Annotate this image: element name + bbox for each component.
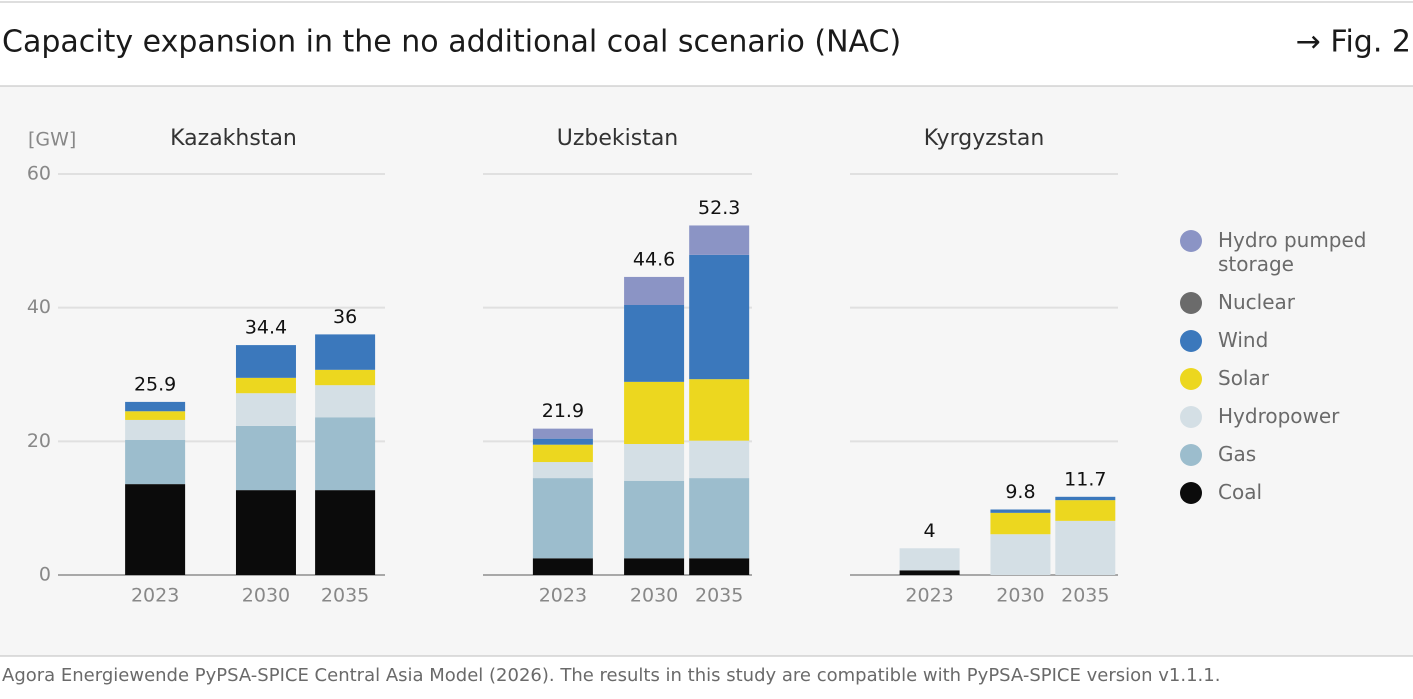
y-tick-label: 60 bbox=[27, 163, 51, 185]
legend-item: Hydropower bbox=[1180, 404, 1400, 428]
bar-segment bbox=[235, 490, 296, 575]
x-tick-label: 2023 bbox=[539, 585, 587, 607]
x-tick-label: 2030 bbox=[996, 585, 1044, 607]
x-tick-label: 2035 bbox=[321, 585, 369, 607]
bar-segment bbox=[125, 439, 186, 485]
total-label: 11.7 bbox=[1064, 468, 1106, 490]
legend-swatch bbox=[1180, 444, 1202, 466]
x-tick-label: 2030 bbox=[630, 585, 678, 607]
bar-segment bbox=[235, 377, 296, 394]
total-label: 21.9 bbox=[542, 400, 584, 422]
figure-label: → Fig. 2 bbox=[1296, 25, 1411, 60]
legend-item: Wind bbox=[1180, 328, 1400, 352]
legend-label: Hydro pumped storage bbox=[1218, 228, 1367, 276]
x-tick-label: 2023 bbox=[905, 585, 953, 607]
bar-segment bbox=[624, 304, 685, 382]
legend-item: Coal bbox=[1180, 480, 1400, 504]
bar-segment bbox=[532, 444, 593, 463]
legend-item: Hydro pumped storage bbox=[1180, 228, 1400, 276]
legend-item: Solar bbox=[1180, 366, 1400, 390]
legend-swatch bbox=[1180, 230, 1202, 252]
y-tick-label: 40 bbox=[27, 296, 51, 318]
legend-swatch bbox=[1180, 292, 1202, 314]
bar-segment bbox=[532, 438, 593, 445]
plots: Kazakhstan [GW] 0 20 40 60 2023 25.9 2030 34.4 203… bbox=[27, 126, 1118, 607]
bar-segment bbox=[1055, 520, 1116, 575]
panel-title: Uzbekistan bbox=[557, 126, 679, 151]
x-tick-label: 2035 bbox=[695, 585, 743, 607]
legend-swatch bbox=[1180, 330, 1202, 352]
bar-segment bbox=[125, 419, 186, 440]
legend-label: Hydropower bbox=[1218, 404, 1340, 428]
bar-segment bbox=[624, 558, 685, 575]
bar-segment bbox=[235, 425, 296, 491]
bar-segment bbox=[689, 225, 750, 255]
y-axis-label: [GW] bbox=[28, 129, 76, 151]
bar-segment bbox=[315, 385, 376, 418]
bar-segment bbox=[624, 381, 685, 445]
source-note: Agora Energiewende PyPSA-SPICE Central A… bbox=[2, 665, 1220, 686]
legend-label: Coal bbox=[1218, 480, 1263, 504]
page-title: Capacity expansion in the no additional … bbox=[2, 25, 901, 60]
legend-swatch bbox=[1180, 406, 1202, 428]
bar-segment bbox=[125, 401, 186, 412]
bar-segment bbox=[315, 334, 376, 370]
bar-segment bbox=[235, 345, 296, 378]
legend-label: Gas bbox=[1218, 442, 1257, 466]
bar-segment bbox=[125, 411, 186, 420]
x-tick-label: 2023 bbox=[131, 585, 179, 607]
bar-segment bbox=[899, 570, 960, 575]
bar-segment bbox=[235, 393, 296, 426]
bar-segment bbox=[990, 512, 1051, 535]
bar-segment bbox=[689, 379, 750, 441]
panel-title: Kyrgyzstan bbox=[924, 126, 1045, 151]
legend-label: Solar bbox=[1218, 366, 1269, 390]
panel-title: Kazakhstan bbox=[170, 126, 297, 151]
bar-segment bbox=[689, 558, 750, 575]
y-tick-label: 0 bbox=[39, 564, 51, 586]
total-label: 44.6 bbox=[633, 248, 675, 270]
legend-label: Wind bbox=[1218, 328, 1269, 352]
bar-segment bbox=[689, 254, 750, 380]
total-label: 4 bbox=[924, 520, 936, 542]
bar-segment bbox=[990, 509, 1051, 513]
bar-segment bbox=[315, 369, 376, 386]
legend-item: Nuclear bbox=[1180, 290, 1400, 314]
bar-segment bbox=[532, 462, 593, 479]
bar-segment bbox=[315, 490, 376, 575]
x-tick-label: 2030 bbox=[242, 585, 290, 607]
bar-segment bbox=[532, 558, 593, 575]
y-tick-label: 20 bbox=[27, 430, 51, 452]
bar-segment bbox=[624, 276, 685, 305]
legend-swatch bbox=[1180, 368, 1202, 390]
legend-label: Nuclear bbox=[1218, 290, 1295, 314]
bar-segment bbox=[624, 444, 685, 481]
bar-segment bbox=[624, 480, 685, 559]
x-tick-label: 2035 bbox=[1061, 585, 1109, 607]
total-label: 9.8 bbox=[1005, 481, 1035, 503]
bar-segment bbox=[1055, 496, 1116, 501]
total-label: 34.4 bbox=[245, 317, 287, 339]
bar-segment bbox=[899, 548, 960, 571]
bar-segment bbox=[990, 534, 1051, 575]
bar-segment bbox=[1055, 500, 1116, 521]
total-label: 52.3 bbox=[698, 197, 740, 219]
legend: Hydro pumped storage Nuclear Wind Solar Hydr… bbox=[1180, 228, 1400, 518]
bar-segment bbox=[125, 484, 186, 575]
bar-segment bbox=[689, 478, 750, 559]
bar-segment bbox=[532, 478, 593, 559]
legend-item: Gas bbox=[1180, 442, 1400, 466]
bar-segment bbox=[532, 428, 593, 439]
total-label: 25.9 bbox=[134, 373, 176, 395]
legend-swatch bbox=[1180, 482, 1202, 504]
bar-segment bbox=[315, 417, 376, 491]
bar-segment bbox=[689, 440, 750, 479]
total-label: 36 bbox=[333, 306, 357, 328]
